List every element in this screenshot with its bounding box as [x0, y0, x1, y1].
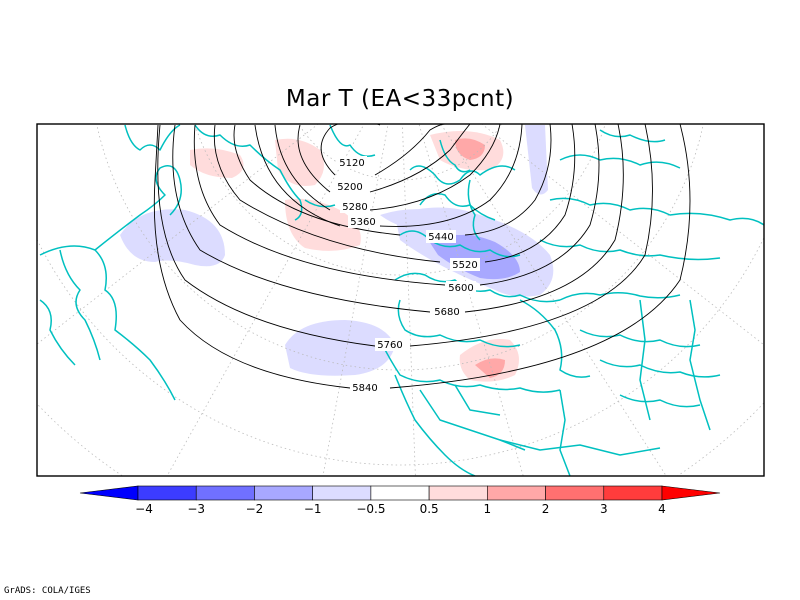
contour-line [369, 124, 501, 211]
colorbar-tick-label: 0.5 [420, 502, 439, 516]
contour-label: 5120 [339, 158, 364, 169]
colorbar-swatch [487, 485, 546, 501]
contour-labels: 5120 5200 5280 5360 5440 5520 5600 5680 … [335, 156, 480, 394]
map-title: Mar T (EA<33pcnt) [285, 86, 515, 112]
contour-label: 5600 [448, 283, 473, 294]
contour-label: 5200 [337, 182, 362, 193]
contour-line [297, 124, 331, 193]
contour-line [464, 124, 552, 236]
colorbar-swatch [428, 485, 488, 501]
contour-label: 5840 [352, 383, 377, 394]
cold-anomaly-region [425, 232, 520, 280]
cold-anomaly-region [525, 125, 548, 195]
colorbar-tick-label: 2 [542, 502, 550, 516]
warm-anomaly-region [475, 358, 505, 378]
height-contours [153, 124, 691, 389]
colorbar: −4 −3 −2 −1 −0.5 0.5 1 2 3 4 [79, 485, 721, 516]
coastlines [39, 124, 764, 476]
contour-line [320, 124, 381, 176]
cold-anomaly-region [285, 320, 395, 376]
map-frame [36, 123, 765, 477]
credit-label: GrADS: COLA/IGES [4, 586, 91, 596]
colorbar-swatch [137, 485, 197, 501]
contour-label: 5760 [377, 340, 402, 351]
contour-line [484, 124, 576, 263]
contour-line [157, 124, 376, 347]
contour-line [213, 124, 441, 263]
contour-line [254, 124, 341, 227]
contour-line [389, 124, 691, 389]
colorbar-swatch [254, 485, 313, 501]
contour-line [479, 124, 600, 286]
contour-label: 5280 [342, 202, 367, 213]
colorbar-swatch [195, 485, 255, 501]
contour-line [193, 124, 446, 286]
colorbar-tick-label: −3 [187, 502, 205, 516]
colorbar-swatch [370, 485, 430, 501]
contour-line [369, 124, 471, 193]
contour-label: 5440 [428, 232, 453, 243]
contour-line [172, 124, 431, 313]
colorbar-tick-label: 3 [600, 502, 608, 516]
colorbar-tick-label: −2 [246, 502, 264, 516]
colorbar-triangle-left [79, 485, 139, 501]
colorbar-swatch [603, 485, 663, 501]
contour-line [274, 124, 331, 211]
colorbar-tick-label: −1 [304, 502, 322, 516]
contour-line [464, 124, 624, 313]
colorbar-swatch [312, 485, 372, 501]
contour-line [153, 124, 351, 389]
warm-anomaly-region [455, 138, 485, 160]
warm-anomaly-region [275, 138, 324, 186]
contour-line [379, 124, 523, 227]
cold-anomaly-region [380, 209, 485, 235]
colorbar-tick-label: −4 [135, 502, 153, 516]
colorbar-tick-label: 4 [658, 502, 666, 516]
colorbar-tick-label: −0.5 [356, 502, 385, 516]
colorbar-triangle-right [661, 485, 721, 501]
contour-line [374, 124, 446, 176]
contour-label: 5520 [452, 260, 477, 271]
contour-line [409, 124, 653, 347]
warm-anomaly-region [190, 148, 244, 178]
colorbar-swatch [545, 485, 605, 501]
contour-line [233, 124, 401, 236]
colorbar-tick-label: 1 [484, 502, 492, 516]
contour-label: 5680 [434, 307, 459, 318]
contour-label: 5360 [350, 217, 375, 228]
